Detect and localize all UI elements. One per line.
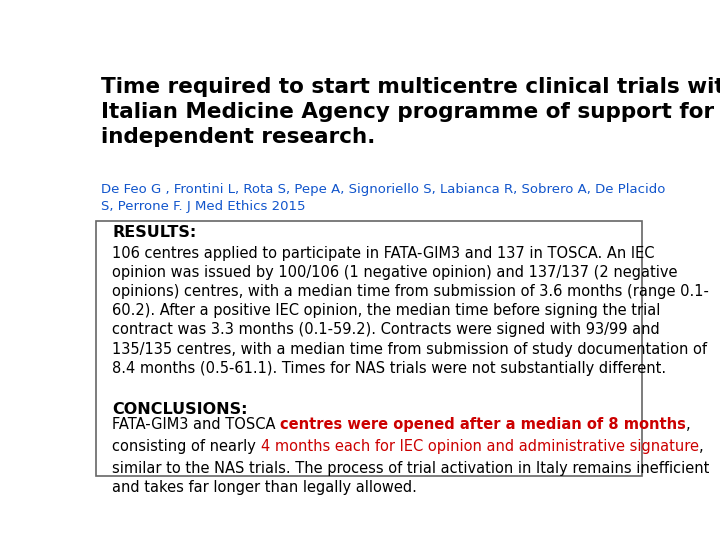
Text: similar to the NAS trials. The process of trial activation in Italy remains inef: similar to the NAS trials. The process o…: [112, 461, 710, 495]
Text: consisting of nearly: consisting of nearly: [112, 439, 261, 454]
Text: CONCLUSIONS:: CONCLUSIONS:: [112, 402, 248, 416]
Text: 106 centres applied to participate in FATA-GIM3 and 137 in TOSCA. An IEC
opinion: 106 centres applied to participate in FA…: [112, 246, 709, 376]
Text: ,: ,: [686, 417, 691, 433]
FancyBboxPatch shape: [96, 221, 642, 476]
Text: RESULTS:: RESULTS:: [112, 225, 197, 240]
Text: De Feo G , Frontini L, Rota S, Pepe A, Signoriello S, Labianca R, Sobrero A, De : De Feo G , Frontini L, Rota S, Pepe A, S…: [101, 183, 665, 213]
Text: FATA-GIM3 and TOSCA: FATA-GIM3 and TOSCA: [112, 417, 281, 433]
Text: centres were opened after a median of 8 months: centres were opened after a median of 8 …: [281, 417, 686, 433]
Text: 4 months each for IEC opinion and administrative signature: 4 months each for IEC opinion and admini…: [261, 439, 699, 454]
Text: Time required to start multicentre clinical trials within the
Italian Medicine A: Time required to start multicentre clini…: [101, 77, 720, 147]
Text: ,: ,: [699, 439, 703, 454]
